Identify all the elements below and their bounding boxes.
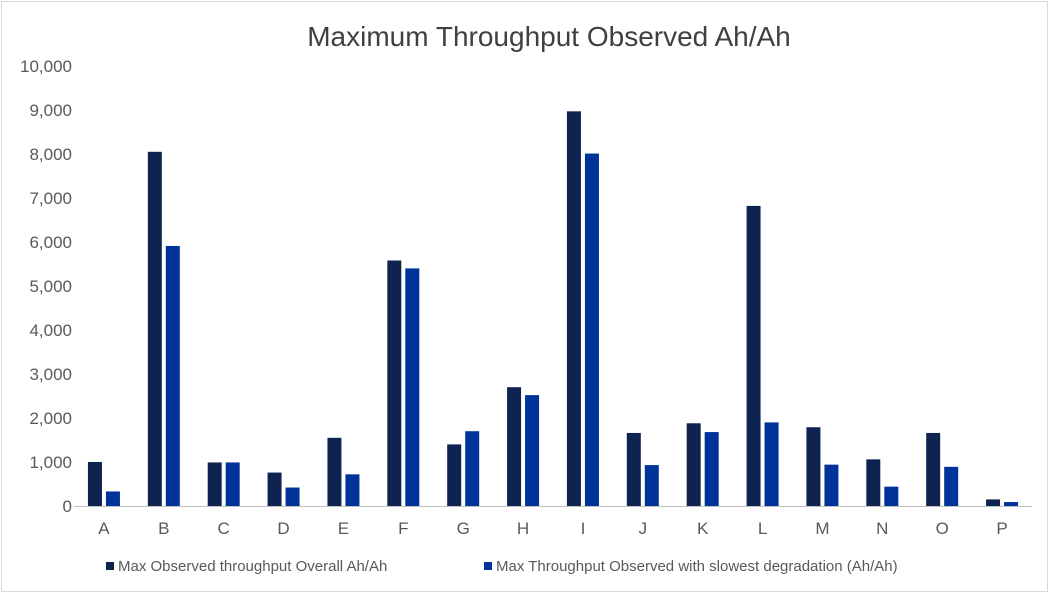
bar-d-series-2	[285, 487, 300, 506]
bar-i-series-1	[566, 111, 581, 506]
bar-e-series-2	[345, 474, 360, 506]
bar-d-series-1	[267, 472, 282, 506]
y-tick-label: 4,000	[29, 321, 72, 340]
x-tick-label: H	[517, 519, 529, 538]
bar-a-series-2	[105, 491, 120, 506]
x-tick-label: G	[457, 519, 470, 538]
x-tick-label: E	[338, 519, 349, 538]
bar-b-series-1	[147, 151, 162, 507]
bar-m-series-2	[824, 464, 839, 506]
x-tick-label: P	[996, 519, 1007, 538]
y-tick-label: 9,000	[29, 101, 72, 120]
bar-g-series-1	[447, 444, 462, 506]
bar-g-series-2	[465, 431, 480, 506]
x-tick-label: F	[398, 519, 408, 538]
bar-j-series-2	[644, 465, 659, 506]
bar-p-series-1	[986, 499, 1001, 506]
x-tick-label: K	[697, 519, 709, 538]
bar-p-series-2	[1004, 502, 1019, 506]
bar-h-series-2	[525, 395, 540, 506]
bar-a-series-1	[87, 462, 102, 506]
bar-b-series-2	[165, 245, 180, 506]
bar-o-series-2	[944, 466, 959, 506]
chart-title: Maximum Throughput Observed Ah/Ah	[307, 21, 791, 52]
bar-n-series-2	[884, 486, 899, 506]
y-axis-ticks: 0 1,000 2,000 3,000 4,000 5,000 6,000 7,000 8,00…	[20, 57, 72, 516]
x-tick-label: J	[639, 519, 648, 538]
y-tick-label: 10,000	[20, 57, 72, 76]
legend-label-series-2: Max Throughput Observed with slowest deg…	[496, 558, 898, 575]
legend-label-series-1: Max Observed throughput Overall Ah/Ah	[118, 558, 387, 575]
bar-m-series-1	[806, 427, 821, 506]
x-tick-label: M	[815, 519, 829, 538]
x-tick-label: N	[876, 519, 888, 538]
bar-i-series-2	[584, 153, 599, 506]
bar-c-series-2	[225, 462, 240, 506]
x-tick-label: A	[98, 519, 110, 538]
bar-c-series-1	[207, 462, 222, 506]
y-tick-label: 6,000	[29, 233, 72, 252]
legend-swatch-series-2	[484, 562, 492, 570]
bars	[87, 111, 1019, 507]
y-tick-label: 2,000	[29, 409, 72, 428]
x-tick-label: I	[581, 519, 586, 538]
bar-f-series-1	[387, 260, 402, 506]
y-tick-label: 7,000	[29, 189, 72, 208]
bar-h-series-1	[507, 387, 522, 506]
bar-n-series-1	[866, 459, 881, 506]
bar-k-series-2	[704, 432, 719, 506]
x-tick-label: L	[758, 519, 767, 538]
x-tick-label: O	[936, 519, 949, 538]
x-tick-label: C	[218, 519, 230, 538]
y-tick-label: 5,000	[29, 277, 72, 296]
legend: Max Observed throughput Overall Ah/Ah Max…	[106, 558, 898, 575]
y-tick-label: 0	[63, 497, 72, 516]
bar-e-series-1	[327, 437, 342, 506]
x-tick-label: B	[158, 519, 169, 538]
y-tick-label: 1,000	[29, 453, 72, 472]
x-axis-ticks: A B C D E F G H I J K L M N O P	[98, 519, 1007, 538]
bar-o-series-1	[926, 432, 941, 506]
y-tick-label: 8,000	[29, 145, 72, 164]
y-tick-label: 3,000	[29, 365, 72, 384]
bar-j-series-1	[626, 432, 641, 506]
x-tick-label: D	[277, 519, 289, 538]
bar-l-series-2	[764, 422, 779, 506]
bar-l-series-1	[746, 205, 761, 507]
bar-f-series-2	[405, 268, 420, 506]
legend-swatch-series-1	[106, 562, 114, 570]
bar-k-series-1	[686, 423, 701, 506]
